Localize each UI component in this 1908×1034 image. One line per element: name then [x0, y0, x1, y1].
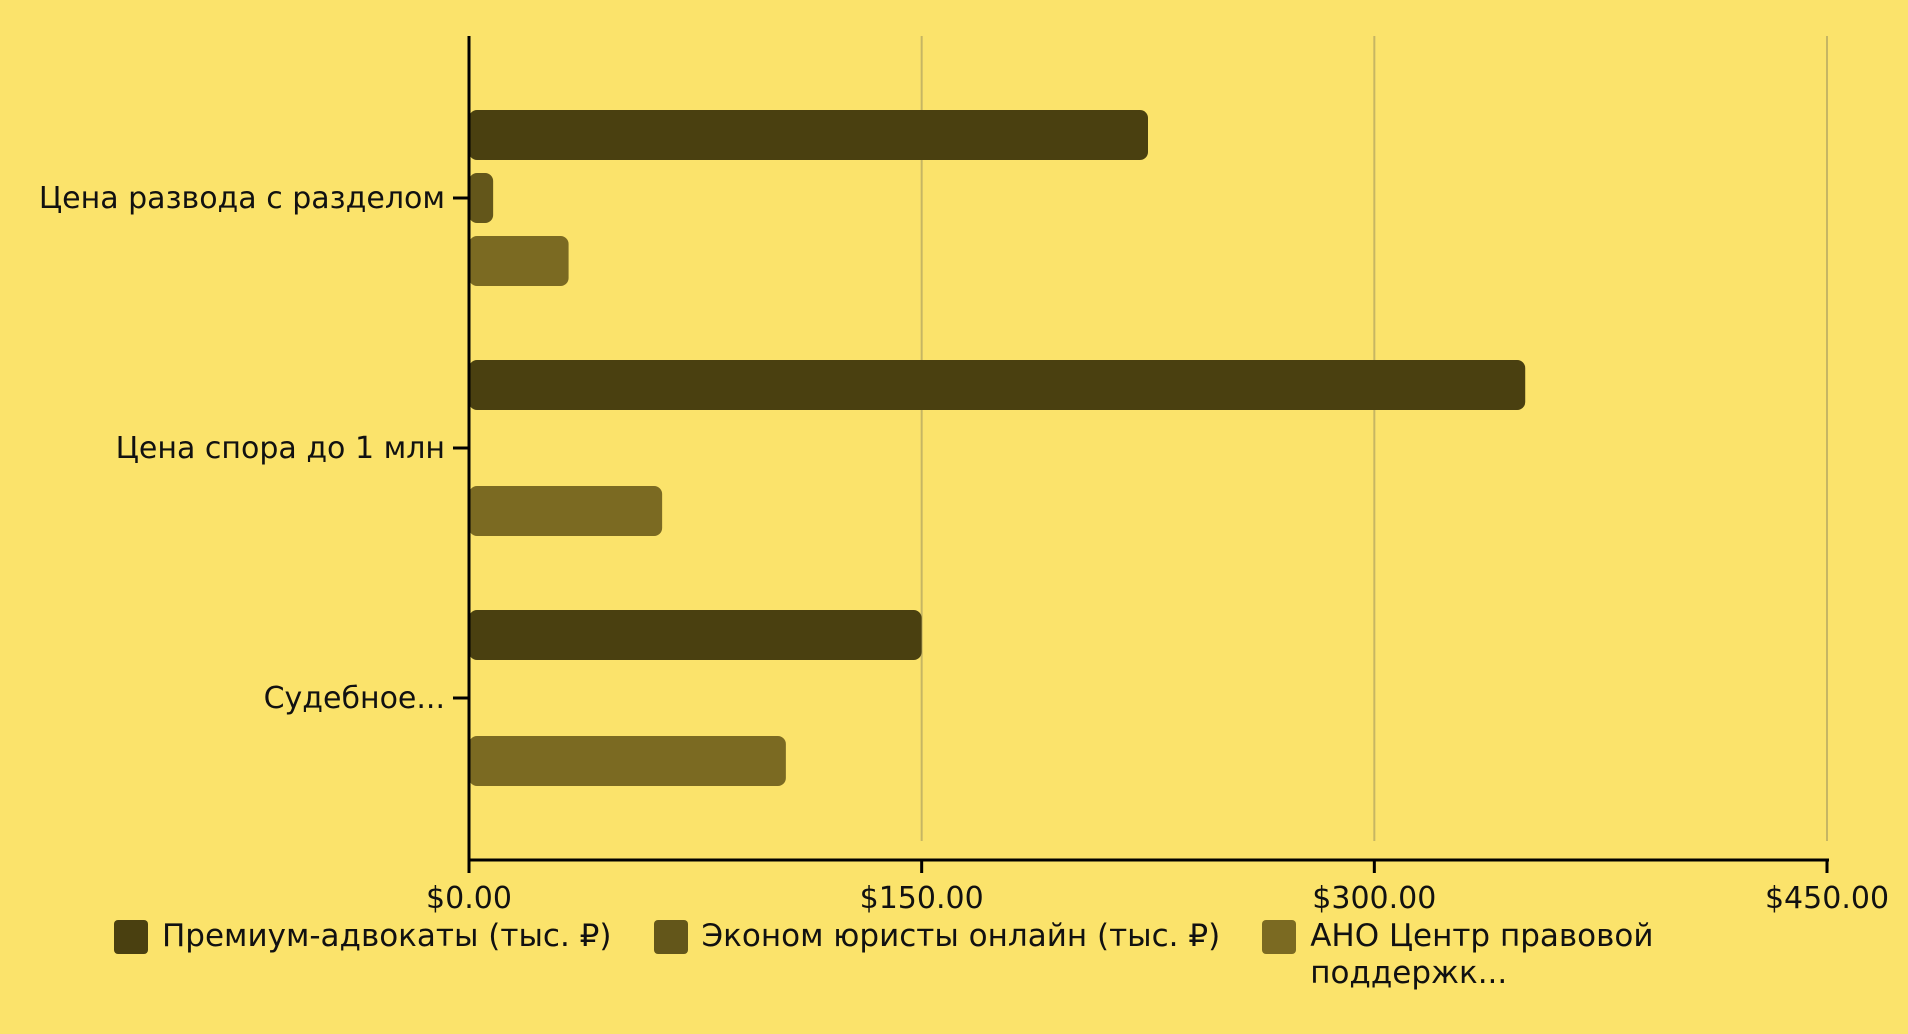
legend-label: Эконом юристы онлайн (тыс. ₽)	[701, 918, 1221, 954]
x-tick-label: $450.00	[1765, 881, 1889, 916]
bar	[469, 360, 1526, 410]
gridlines	[920, 36, 1828, 841]
legend-label: Премиум-адвокаты (тыс. ₽)	[162, 918, 612, 954]
bars-group	[469, 110, 1526, 786]
legend: Премиум-адвокаты (тыс. ₽) Эконом юристы …	[114, 918, 1894, 992]
x-tick-label: $0.00	[426, 881, 512, 916]
bar	[469, 486, 663, 536]
y-axis-categories: Цена развода с разделом Цена спора до 1 м…	[39, 181, 469, 716]
legend-item-ano: АНО Центр правовой поддержк...	[1262, 918, 1700, 992]
y-category-label: Судебное...	[264, 681, 445, 716]
legend-swatch	[1262, 920, 1297, 954]
y-category-label: Цена развода с разделом	[39, 181, 445, 216]
legend-swatch	[114, 920, 148, 954]
x-axis-ticks: $0.00 $150.00 $300.00 $450.00	[426, 860, 1889, 916]
bar	[469, 173, 494, 223]
bar	[469, 610, 922, 660]
bar	[469, 110, 1148, 160]
legend-swatch	[653, 920, 688, 954]
legend-label: АНО Центр правовой поддержк...	[1310, 918, 1654, 991]
y-category-label: Цена спора до 1 млн	[116, 431, 445, 466]
bar	[469, 736, 786, 786]
x-tick-label: $300.00	[1312, 881, 1436, 916]
legend-item-econom: Эконом юристы онлайн (тыс. ₽)	[653, 918, 1221, 955]
x-tick-label: $150.00	[860, 881, 984, 916]
legend-item-premium: Премиум-адвокаты (тыс. ₽)	[114, 918, 612, 955]
bar	[469, 236, 569, 286]
